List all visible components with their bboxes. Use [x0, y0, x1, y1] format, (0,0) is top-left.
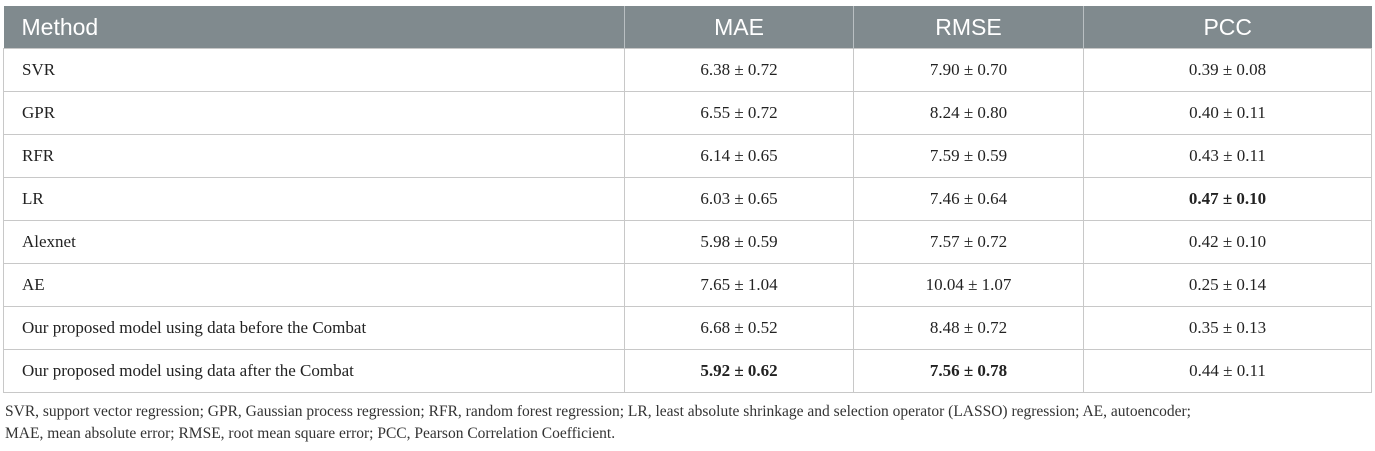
header-rmse: RMSE	[853, 6, 1084, 49]
table-row: SVR 6.38 ± 0.72 7.90 ± 0.70 0.39 ± 0.08	[3, 48, 1372, 92]
header-method: Method	[3, 6, 625, 49]
cell-rmse: 8.48 ± 0.72	[853, 306, 1084, 350]
cell-method: Our proposed model using data before the…	[3, 306, 625, 350]
cell-method: GPR	[3, 91, 625, 135]
cell-mae: 6.55 ± 0.72	[624, 91, 854, 135]
cell-rmse-best: 7.56 ± 0.78	[853, 349, 1084, 393]
table-row: Alexnet 5.98 ± 0.59 7.57 ± 0.72 0.42 ± 0…	[3, 220, 1372, 264]
cell-mae: 7.65 ± 1.04	[624, 263, 854, 307]
cell-method: RFR	[3, 134, 625, 178]
cell-rmse: 7.59 ± 0.59	[853, 134, 1084, 178]
header-row: Method MAE RMSE PCC	[3, 6, 1372, 49]
cell-method: Our proposed model using data after the …	[3, 349, 625, 393]
table-header: Method MAE RMSE PCC	[3, 6, 1372, 49]
cell-pcc: 0.39 ± 0.08	[1083, 48, 1372, 92]
cell-rmse: 7.90 ± 0.70	[853, 48, 1084, 92]
table-row: LR 6.03 ± 0.65 7.46 ± 0.64 0.47 ± 0.10	[3, 177, 1372, 221]
table-row: RFR 6.14 ± 0.65 7.59 ± 0.59 0.43 ± 0.11	[3, 134, 1372, 178]
cell-rmse: 7.46 ± 0.64	[853, 177, 1084, 221]
table-body: SVR 6.38 ± 0.72 7.90 ± 0.70 0.39 ± 0.08 …	[3, 48, 1372, 393]
footnote-line: SVR, support vector regression; GPR, Gau…	[5, 403, 1191, 420]
cell-pcc: 0.40 ± 0.11	[1083, 91, 1372, 135]
cell-mae: 6.14 ± 0.65	[624, 134, 854, 178]
cell-mae: 6.03 ± 0.65	[624, 177, 854, 221]
cell-rmse: 8.24 ± 0.80	[853, 91, 1084, 135]
cell-rmse: 7.57 ± 0.72	[853, 220, 1084, 264]
cell-pcc: 0.44 ± 0.11	[1083, 349, 1372, 393]
cell-pcc: 0.42 ± 0.10	[1083, 220, 1372, 264]
cell-pcc-best: 0.47 ± 0.10	[1083, 177, 1372, 221]
table-row: Our proposed model using data after the …	[3, 349, 1372, 393]
cell-mae-best: 5.92 ± 0.62	[624, 349, 854, 393]
cell-pcc: 0.35 ± 0.13	[1083, 306, 1372, 350]
results-table-container: Method MAE RMSE PCC SVR 6.38 ± 0.72 7.90…	[3, 6, 1372, 445]
cell-pcc: 0.43 ± 0.11	[1083, 134, 1372, 178]
cell-pcc: 0.25 ± 0.14	[1083, 263, 1372, 307]
header-mae: MAE	[624, 6, 854, 49]
header-pcc: PCC	[1083, 6, 1372, 49]
cell-rmse: 10.04 ± 1.07	[853, 263, 1084, 307]
table-row: GPR 6.55 ± 0.72 8.24 ± 0.80 0.40 ± 0.11	[3, 91, 1372, 135]
cell-method: LR	[3, 177, 625, 221]
table-row: Our proposed model using data before the…	[3, 306, 1372, 350]
cell-method: Alexnet	[3, 220, 625, 264]
table-footnote: SVR, support vector regression; GPR, Gau…	[3, 401, 1371, 445]
footnote-line: MAE, mean absolute error; RMSE, root mea…	[5, 425, 616, 442]
cell-mae: 6.68 ± 0.52	[624, 306, 854, 350]
results-table: Method MAE RMSE PCC SVR 6.38 ± 0.72 7.90…	[3, 6, 1372, 393]
table-row: AE 7.65 ± 1.04 10.04 ± 1.07 0.25 ± 0.14	[3, 263, 1372, 307]
cell-method: SVR	[3, 48, 625, 92]
cell-mae: 6.38 ± 0.72	[624, 48, 854, 92]
cell-method: AE	[3, 263, 625, 307]
cell-mae: 5.98 ± 0.59	[624, 220, 854, 264]
